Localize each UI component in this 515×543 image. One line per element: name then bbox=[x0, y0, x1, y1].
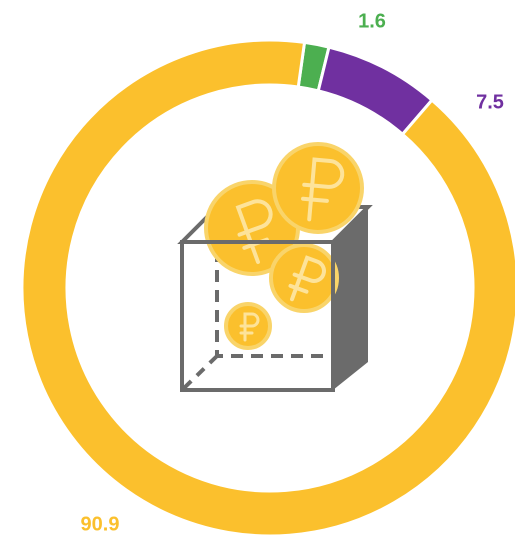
ruble-sign bbox=[301, 157, 345, 222]
donut-segment bbox=[20, 38, 515, 538]
cube-front bbox=[180, 240, 335, 392]
ruble-sign bbox=[239, 312, 260, 342]
ruble-sign bbox=[288, 255, 326, 302]
center-icon bbox=[177, 142, 373, 392]
data-label: 1.6 bbox=[358, 10, 386, 32]
data-label: 90.9 bbox=[81, 513, 120, 535]
cube-side bbox=[333, 207, 368, 390]
data-label: 7.5 bbox=[476, 91, 504, 113]
cube-hidden-edge bbox=[180, 354, 219, 392]
donut-ring bbox=[20, 38, 515, 538]
